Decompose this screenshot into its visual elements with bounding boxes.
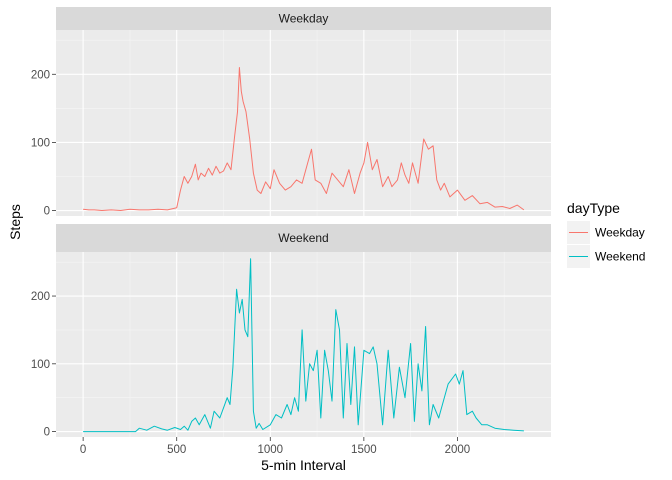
facet-strip [56, 7, 551, 30]
panel-background [56, 252, 551, 437]
legend-label-weekend: Weekend [595, 250, 645, 264]
panel-background [56, 30, 551, 216]
y-tick-label: 100 [31, 359, 50, 371]
series-line-weekend [83, 258, 524, 433]
y-tick-label: 0 [44, 427, 50, 439]
y-tick-label: 100 [31, 137, 50, 149]
legend-key-weekday [567, 221, 590, 244]
legend-label-weekday: Weekday [595, 226, 645, 240]
y-tick-label: 200 [31, 291, 50, 303]
x-tick-label: 500 [167, 444, 186, 456]
x-axis-title: 5-min Interval [261, 457, 346, 473]
x-tick-label: 1000 [257, 444, 283, 456]
facet-strip-label: Weekend [278, 231, 328, 245]
legend: dayType Weekday Weekend [567, 200, 645, 268]
y-axis-title: Steps [7, 204, 23, 240]
y-tick-label: 200 [31, 69, 50, 81]
y-tick-label: 0 [44, 206, 50, 218]
legend-key-weekend [567, 245, 590, 268]
x-tick-label: 1500 [351, 444, 377, 456]
x-tick-label: 0 [80, 444, 86, 456]
facet-strip-label: Weekday [279, 12, 329, 26]
x-tick-label: 2000 [445, 444, 471, 456]
series-line-weekday [83, 67, 525, 211]
panel-weekday: Weekday 0 100 200 [31, 7, 551, 218]
legend-title: dayType [567, 200, 620, 216]
facet-strip [56, 224, 551, 252]
